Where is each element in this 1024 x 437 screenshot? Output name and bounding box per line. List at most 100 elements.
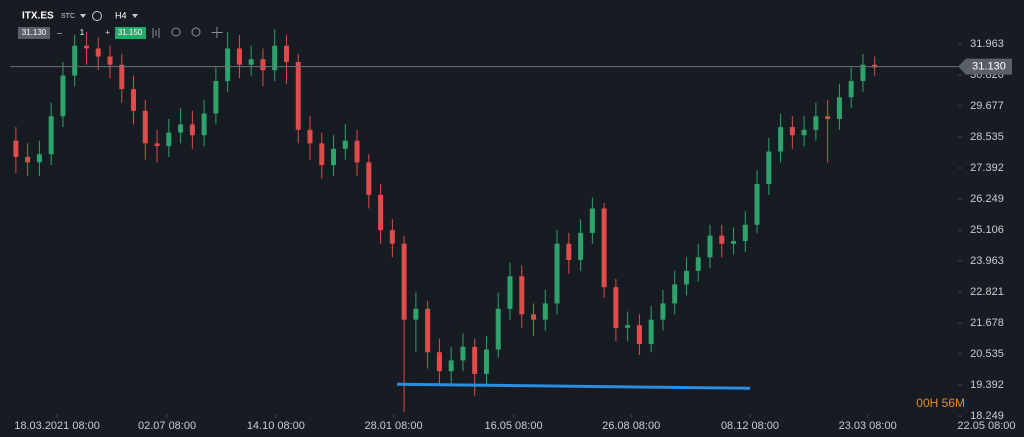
info-icon[interactable] (92, 11, 102, 21)
price-tag (958, 58, 1012, 75)
candle-body (836, 97, 842, 119)
candle-body (542, 303, 548, 320)
candle-body (436, 352, 442, 372)
candle-body (366, 162, 372, 195)
y-tick-label: 27.392 (970, 162, 1004, 174)
candle-body (860, 64, 866, 81)
move-icon[interactable] (211, 27, 223, 38)
candle-body (331, 148, 337, 166)
minus-button[interactable]: – (57, 27, 62, 37)
candle-body (554, 243, 560, 304)
candle-body (731, 241, 737, 244)
candle-body (107, 56, 113, 65)
candle-body (307, 129, 313, 144)
candle-body (413, 308, 419, 320)
dropdown-icon[interactable] (132, 14, 138, 18)
candle-body (272, 45, 278, 71)
trendline (397, 382, 751, 390)
candle-body (648, 319, 654, 345)
candle-body (83, 45, 89, 49)
candle-body (119, 64, 125, 90)
y-tick-label: 20.535 (970, 348, 1004, 360)
dropdown-icon[interactable] (80, 14, 86, 18)
indicator-icon[interactable] (152, 28, 160, 38)
candle-body (425, 308, 431, 353)
candle-body (613, 287, 619, 328)
candle-body (636, 325, 642, 345)
candle-body (72, 45, 78, 76)
zoom-in-icon[interactable] (191, 27, 201, 37)
candle-body (472, 346, 478, 374)
ask-box[interactable] (115, 27, 146, 39)
toolbar-icons (152, 27, 223, 38)
candle-body (166, 132, 172, 147)
x-tick-label: 18.03.2021 08:00 (14, 420, 100, 432)
candle-body (813, 116, 819, 130)
candle-body (60, 75, 66, 117)
candle-body (519, 276, 525, 315)
exchange: STC (61, 13, 75, 20)
candle-body (36, 154, 42, 163)
candle-body (401, 243, 407, 320)
candle-body (201, 113, 207, 136)
candle-body (460, 346, 466, 361)
timeframe[interactable]: H4 (115, 10, 127, 20)
y-tick-label: 31.963 (970, 38, 1004, 50)
x-tick-label: 28.01 08:00 (364, 420, 422, 432)
candle-body (825, 116, 831, 119)
x-tick-label: 02.07 08:00 (138, 420, 196, 432)
candle-body (48, 116, 54, 155)
candle-body (801, 129, 807, 136)
candle-body (754, 184, 760, 225)
candle-body (778, 127, 784, 152)
candle-body (695, 257, 701, 271)
y-tick-label: 28.535 (970, 131, 1004, 143)
y-tick-label: 29.677 (970, 100, 1004, 112)
y-tick-label: 25.106 (970, 224, 1004, 236)
candle-body (719, 235, 725, 244)
candle-body (683, 270, 689, 285)
candle-body (872, 64, 878, 68)
candle-timer: 00H 56M (916, 396, 965, 410)
candle-body (625, 325, 631, 328)
plus-button[interactable]: + (105, 27, 110, 37)
candle-body (25, 156, 31, 163)
candle-body (531, 314, 537, 320)
candle-body (342, 140, 348, 149)
candle-body (507, 276, 513, 309)
candle-body (589, 208, 595, 233)
y-tick-label: 23.963 (970, 255, 1004, 267)
y-tick-label: 18.249 (970, 410, 1004, 422)
x-tick-label: 08.12 08:00 (721, 420, 779, 432)
zoom-out-icon[interactable] (171, 27, 181, 37)
candle-body (236, 48, 242, 65)
candle-body (260, 59, 266, 71)
bid[interactable]: 31.130 (22, 28, 47, 37)
x-tick-label: 16.05 08:00 (484, 420, 542, 432)
candle-body (248, 59, 254, 65)
quantity[interactable]: 1 (80, 28, 85, 37)
candle-body (448, 360, 454, 372)
candle-body (283, 45, 289, 62)
candle-body (789, 127, 795, 136)
bid-box[interactable] (18, 27, 50, 39)
ask[interactable]: 31.150 (118, 28, 143, 37)
candle-body (378, 194, 384, 231)
candle-body (483, 349, 489, 374)
x-tick-label: 14.10 08:00 (247, 420, 305, 432)
candle-body (389, 230, 395, 244)
candle-body (495, 308, 501, 350)
candle-body (225, 48, 231, 81)
candle-body (660, 303, 666, 320)
candle-body (295, 61, 301, 130)
candle-body (672, 284, 678, 304)
y-tick-label: 22.821 (970, 286, 1004, 298)
candle-body (354, 140, 360, 163)
y-tick-label: 19.392 (970, 379, 1004, 391)
candle-body (707, 235, 713, 258)
candle-body (142, 110, 148, 144)
symbol[interactable]: ITX.ES (22, 11, 54, 22)
x-tick-label: 26.08 08:00 (602, 420, 660, 432)
candle-body (742, 224, 748, 242)
